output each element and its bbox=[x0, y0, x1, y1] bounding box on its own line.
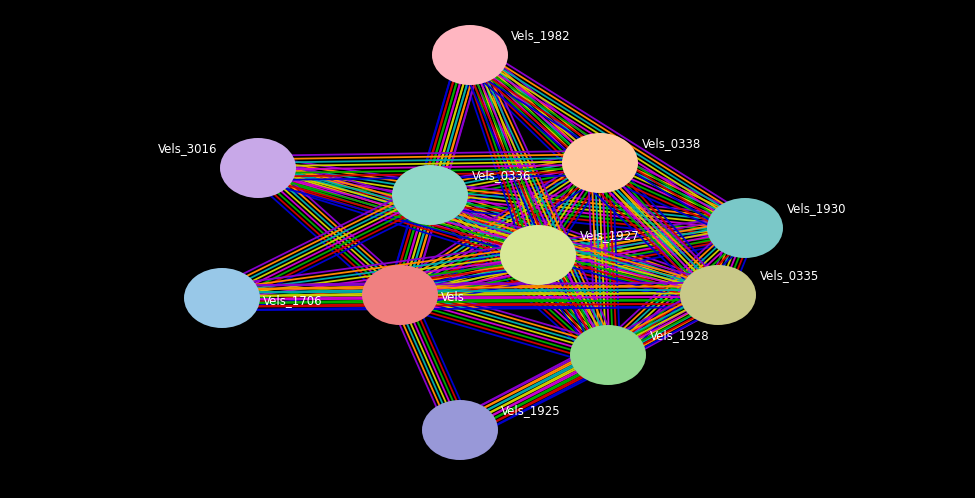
Text: Vels_0335: Vels_0335 bbox=[760, 269, 819, 282]
Text: Vels: Vels bbox=[441, 291, 465, 304]
Text: Vels_1928: Vels_1928 bbox=[650, 329, 710, 342]
Text: Vels_1927: Vels_1927 bbox=[580, 229, 640, 242]
Ellipse shape bbox=[184, 268, 260, 328]
Ellipse shape bbox=[362, 265, 438, 325]
Ellipse shape bbox=[422, 400, 498, 460]
Text: Vels_3016: Vels_3016 bbox=[158, 142, 217, 155]
Text: Vels_1925: Vels_1925 bbox=[501, 404, 561, 417]
Ellipse shape bbox=[392, 165, 468, 225]
Ellipse shape bbox=[680, 265, 756, 325]
Ellipse shape bbox=[220, 138, 296, 198]
Text: Vels_1706: Vels_1706 bbox=[263, 294, 323, 307]
Ellipse shape bbox=[570, 325, 646, 385]
Text: Vels_0336: Vels_0336 bbox=[472, 169, 531, 182]
Text: Vels_0338: Vels_0338 bbox=[642, 137, 701, 150]
Ellipse shape bbox=[500, 225, 576, 285]
Ellipse shape bbox=[432, 25, 508, 85]
Ellipse shape bbox=[562, 133, 638, 193]
Text: Vels_1930: Vels_1930 bbox=[787, 202, 846, 215]
Text: Vels_1982: Vels_1982 bbox=[511, 29, 570, 42]
Ellipse shape bbox=[707, 198, 783, 258]
